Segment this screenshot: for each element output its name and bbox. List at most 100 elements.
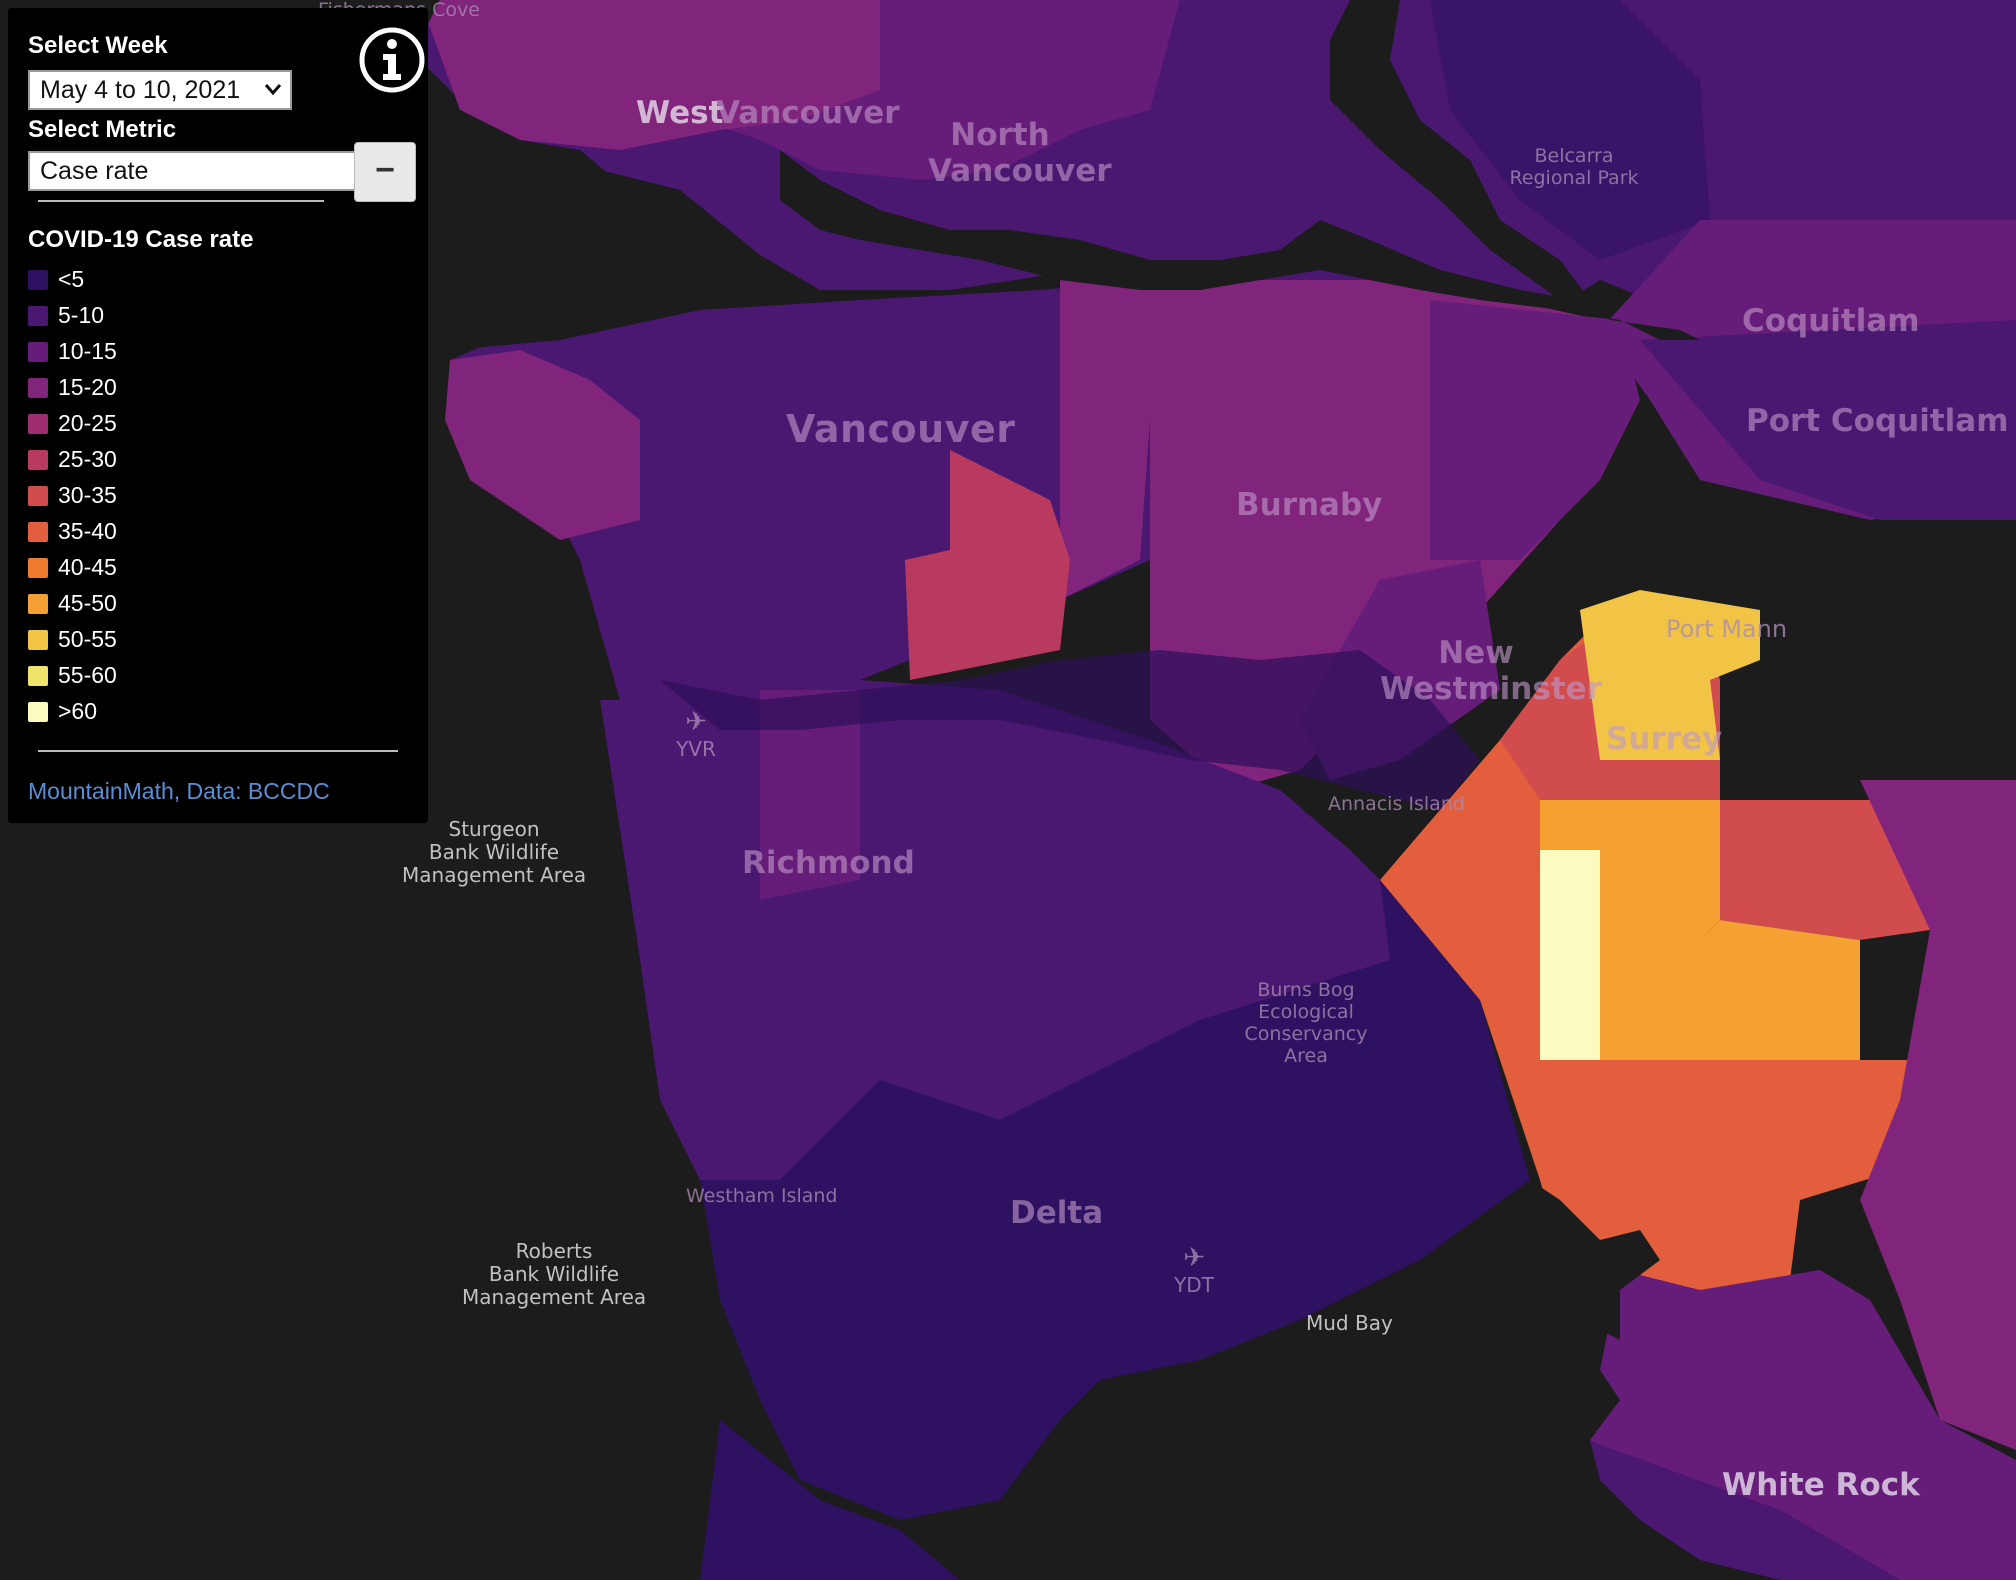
label-vancouver: Vancouver — [786, 407, 1016, 451]
region-langley — [1860, 780, 2016, 1450]
label-sturgeon-bank: Sturgeon Bank Wildlife Management Area — [402, 818, 586, 887]
legend-swatch — [28, 702, 48, 722]
legend-item: 30-35 — [28, 480, 117, 510]
label-west-vancouver-a: West — [636, 95, 724, 131]
legend-item: 40-45 — [28, 552, 117, 582]
water-fraser-river — [660, 650, 1480, 810]
legend-swatch — [28, 306, 48, 326]
legend-label: 25-30 — [58, 446, 117, 472]
label-burns-bog: Burns Bog Ecological Conservancy Area — [1238, 979, 1374, 1067]
legend-label: 45-50 — [58, 590, 117, 616]
label-north-vancouver: North Vancouver — [928, 117, 1112, 189]
region-belcarra — [1430, 0, 1710, 260]
legend-item: 35-40 — [28, 516, 117, 546]
label-annacis-island: Annacis Island — [1328, 793, 1465, 815]
label-coquitlam: Coquitlam — [1742, 303, 1920, 339]
legend-label: 50-55 — [58, 626, 117, 652]
info-icon[interactable] — [358, 26, 426, 94]
legend-item: 50-55 — [28, 624, 117, 654]
label-roberts-line1: Roberts — [515, 1239, 593, 1263]
label-roberts-line2: Bank Wildlife — [488, 1262, 620, 1286]
label-mud-bay: Mud Bay — [1306, 1311, 1393, 1335]
legend-swatch — [28, 594, 48, 614]
label-westham-island: Westham Island — [686, 1185, 838, 1207]
legend-title: COVID-19 Case rate — [28, 226, 254, 253]
select-metric-label: Select Metric — [28, 116, 177, 143]
legend-swatch — [28, 342, 48, 362]
control-panel: Select Week May 4 to 10, 2021 Select Met… — [8, 8, 428, 823]
metric-select[interactable]: Case rate — [28, 151, 362, 191]
region-richmond-center — [760, 690, 860, 900]
week-select[interactable]: May 4 to 10, 2021 — [28, 70, 292, 110]
label-sturgeon-line1: Sturgeon — [448, 817, 540, 841]
region-west-van — [420, 0, 880, 150]
region-port-coquitlam — [1640, 320, 2016, 520]
label-west-vancouver-b: Vancouver — [716, 95, 900, 131]
legend-label: <5 — [58, 266, 85, 292]
label-roberts-bank: Roberts Bank Wildlife Management Area — [462, 1240, 646, 1309]
label-burnaby: Burnaby — [1236, 487, 1383, 523]
water-burrard-inlet — [780, 150, 1700, 340]
legend-swatch — [28, 630, 48, 650]
legend-label: 40-45 — [58, 554, 117, 580]
legend-swatch — [28, 414, 48, 434]
legend-label: 55-60 — [58, 662, 117, 688]
label-new-westminster-line2: Westminster — [1380, 670, 1602, 707]
region-port-mann — [1580, 590, 1760, 760]
label-roberts-line3: Management Area — [462, 1285, 647, 1309]
legend-item: 5-10 — [28, 300, 104, 330]
label-burns-bog-line1: Burns Bog — [1257, 979, 1355, 1001]
label-port-mann: Port Mann — [1666, 615, 1788, 643]
airport-icon: ✈ — [685, 707, 707, 737]
legend-swatch — [28, 666, 48, 686]
attribution-link[interactable]: MountainMath, Data: BCCDC — [28, 778, 330, 804]
region-south-surrey — [1540, 1250, 2016, 1580]
water-semiahmoo-bay — [1540, 1250, 1620, 1340]
label-burns-bog-line4: Area — [1284, 1044, 1328, 1067]
label-white-rock: White Rock — [1722, 1467, 1920, 1503]
region-tsawwassen — [700, 1420, 960, 1580]
water-indian-arm — [1330, 0, 1590, 300]
label-ydt: ✈ YDT — [1170, 1243, 1218, 1297]
legend-swatch — [28, 450, 48, 470]
region-surrey-lightest — [1540, 850, 1600, 1060]
region-vancouver-east — [1060, 280, 1160, 600]
label-new-westminster-line1: New — [1438, 635, 1514, 671]
legend-label: 35-40 — [58, 518, 117, 544]
label-belcarra-line2: Regional Park — [1509, 166, 1639, 189]
legend-label: >60 — [58, 698, 98, 724]
legend-swatch — [28, 270, 48, 290]
label-surrey: Surrey — [1606, 721, 1723, 757]
region-ubc — [445, 350, 640, 540]
label-burns-bog-line3: Conservancy — [1244, 1022, 1368, 1045]
metric-select-value: Case rate — [40, 157, 149, 185]
label-north-vancouver-line2: Vancouver — [928, 152, 1112, 189]
legend-swatch — [28, 486, 48, 506]
divider — [38, 750, 398, 752]
label-belcarra-line1: Belcarra — [1534, 145, 1614, 167]
label-ydt-text: YDT — [1174, 1272, 1214, 1297]
legend-item: 15-20 — [28, 372, 117, 402]
region-burnaby-east — [1430, 300, 1640, 560]
legend-swatch — [28, 558, 48, 578]
legend-item: 10-15 — [28, 336, 117, 366]
legend-label: 15-20 — [58, 374, 117, 400]
legend-item: 55-60 — [28, 660, 117, 690]
region-vancouver-red — [905, 450, 1070, 680]
legend-swatch — [28, 522, 48, 542]
label-sturgeon-line2: Bank Wildlife — [428, 840, 560, 864]
legend-label: 10-15 — [58, 338, 117, 364]
legend-swatch — [28, 378, 48, 398]
airport-icon: ✈ — [1183, 1243, 1205, 1273]
legend-item: 20-25 — [28, 408, 117, 438]
label-delta: Delta — [1010, 1195, 1104, 1231]
legend-label: 20-25 — [58, 410, 117, 436]
region-surrey-east-red — [1720, 800, 1930, 940]
collapse-button[interactable]: − — [354, 142, 416, 202]
legend-item: 25-30 — [28, 444, 117, 474]
select-week-label: Select Week — [28, 32, 168, 59]
label-yvr-text: YVR — [676, 736, 716, 761]
divider — [38, 200, 324, 202]
